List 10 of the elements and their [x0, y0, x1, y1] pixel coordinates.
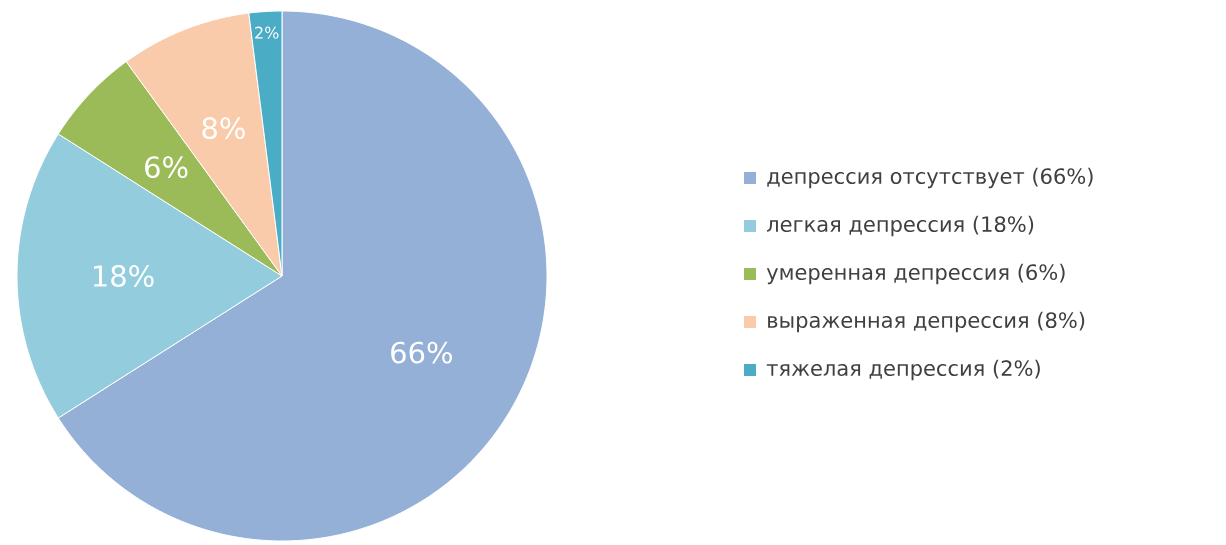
legend-label: выраженная депрессия (8%)	[768, 311, 1085, 333]
data-label: 8%	[202, 117, 245, 140]
legend-label: легкая депрессия (18%)	[766, 215, 1034, 237]
legend-label: тяжелая депрессия (2%)	[766, 359, 1040, 381]
legend-label: депрессия отсутствует (66%)	[767, 167, 1093, 189]
legend-label: умеренная депрессия (6%)	[766, 263, 1065, 285]
data-label: 6%	[145, 156, 188, 179]
data-label: 2%	[255, 26, 279, 39]
data-label: 66%	[391, 341, 452, 364]
data-label: 18%	[93, 265, 154, 287]
